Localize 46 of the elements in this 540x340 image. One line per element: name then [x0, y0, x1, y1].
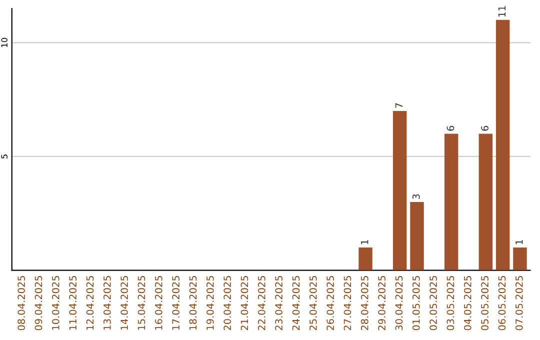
x-tick-label: 18.04.2025 [189, 276, 197, 330]
x-tick-label: 15.04.2025 [138, 276, 146, 330]
x-tick-label: 08.04.2025 [18, 276, 25, 330]
x-tick-label: 21.04.2025 [240, 276, 248, 330]
x-tick-label: 19.04.2025 [206, 276, 214, 330]
x-tick-label: 22.04.2025 [258, 276, 266, 330]
bar [513, 248, 527, 270]
y-tick-label: 10 [1, 38, 8, 48]
bar [392, 110, 407, 270]
x-tick-label: 16.04.2025 [154, 276, 162, 330]
data-label: 7 [395, 103, 403, 108]
bar [444, 134, 458, 270]
x-tick-label: 30.04.2025 [395, 276, 403, 330]
bar [410, 202, 424, 270]
data-label: 6 [446, 126, 454, 131]
x-tick-label: 09.04.2025 [34, 276, 42, 330]
x-tick-label: 23.04.2025 [275, 276, 282, 330]
x-tick-label: 07.05.2025 [515, 276, 523, 330]
x-tick-label: 06.05.2025 [498, 276, 506, 330]
x-tick-label: 25.04.2025 [309, 276, 317, 330]
x-tick-label: 26.04.2025 [326, 276, 334, 330]
y-tick-label: 5 [1, 154, 8, 158]
x-tick-label: 12.04.2025 [86, 276, 94, 330]
x-tick-label: 11.04.2025 [69, 276, 76, 330]
x-tick-label: 14.04.2025 [120, 276, 128, 330]
x-tick-label: 03.05.2025 [446, 276, 454, 330]
bar [478, 134, 493, 270]
data-label: 11 [498, 6, 506, 17]
x-tick-label: 02.05.2025 [430, 276, 437, 330]
data-label: 3 [412, 194, 420, 199]
x-tick-label: 04.05.2025 [464, 276, 472, 330]
x-tick-label: 24.04.2025 [292, 276, 300, 330]
data-label: 1 [361, 240, 368, 244]
x-tick-label: 01.05.2025 [412, 276, 420, 330]
bar [358, 248, 372, 270]
x-tick-label: 10.04.2025 [52, 276, 60, 330]
x-tick-label: 29.04.2025 [378, 276, 386, 330]
x-tick-label: 17.04.2025 [172, 276, 180, 330]
data-label: 1 [516, 240, 523, 244]
x-tick-label: 13.04.2025 [103, 276, 111, 330]
x-tick-label: 27.04.2025 [344, 276, 352, 330]
x-tick-label: 05.05.2025 [481, 276, 488, 330]
data-label: 6 [481, 126, 488, 131]
bar [496, 20, 510, 270]
x-tick-label: 28.04.2025 [360, 276, 368, 330]
x-tick-label: 20.04.2025 [224, 276, 231, 330]
